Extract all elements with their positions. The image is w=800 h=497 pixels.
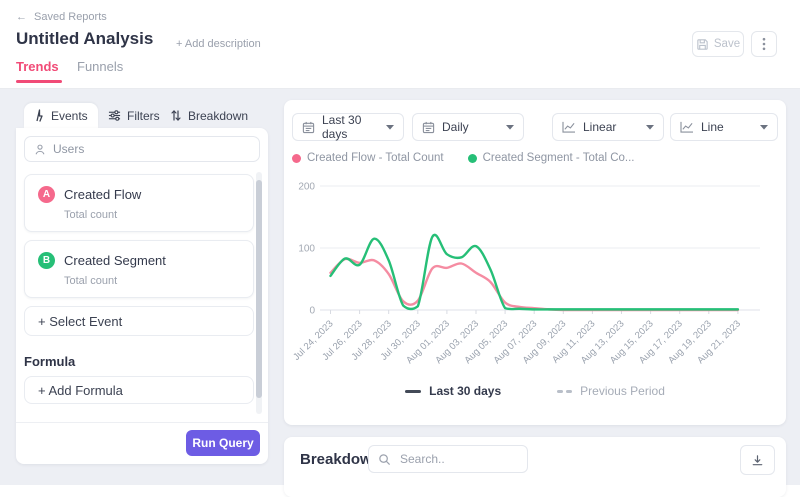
calendar-icon bbox=[302, 121, 315, 133]
more-options-button[interactable] bbox=[751, 31, 777, 57]
save-button[interactable]: Save bbox=[692, 31, 744, 57]
caret-down-icon bbox=[760, 124, 768, 130]
tab-trends[interactable]: Trends bbox=[16, 59, 59, 74]
solid-line-swatch bbox=[405, 389, 422, 393]
trends-chart-card: Last 30 days Daily Linear Line Created F… bbox=[284, 100, 786, 425]
query-tab-breakdown[interactable]: Breakdown bbox=[160, 103, 258, 128]
caret-down-icon bbox=[646, 124, 654, 130]
save-button-label: Save bbox=[713, 38, 741, 50]
header-divider bbox=[0, 88, 800, 89]
date-range-value: Last 30 days bbox=[322, 113, 362, 141]
query-tab-events-label: Events bbox=[51, 108, 88, 123]
query-tab-breakdown-label: Breakdown bbox=[188, 108, 249, 123]
series-legend: Created Flow - Total Count Created Segme… bbox=[292, 152, 635, 164]
granularity-value: Daily bbox=[442, 120, 469, 134]
query-tab-events[interactable]: Events bbox=[24, 103, 98, 128]
calendar-icon bbox=[422, 121, 435, 133]
dashed-line-swatch bbox=[557, 389, 573, 393]
query-tab-filters-label: Filters bbox=[127, 108, 160, 123]
event-card-b[interactable]: B Created Segment Total count bbox=[24, 240, 254, 298]
event-card-a[interactable]: A Created Flow Total count bbox=[24, 174, 254, 232]
formula-heading: Formula bbox=[24, 354, 76, 369]
breakdown-title: Breakdown bbox=[300, 451, 381, 468]
breakdown-search-input[interactable] bbox=[398, 451, 512, 467]
period-legend: Last 30 days Previous Period bbox=[284, 384, 786, 398]
period-legend-current[interactable]: Last 30 days bbox=[405, 384, 501, 398]
period-legend-previous-label: Previous Period bbox=[580, 384, 665, 398]
event-metric-a[interactable]: Total count bbox=[64, 209, 118, 221]
series-legend-item[interactable]: Created Segment - Total Co... bbox=[467, 152, 635, 164]
legend-dot bbox=[292, 153, 301, 163]
svg-text:200: 200 bbox=[298, 182, 315, 193]
period-legend-previous[interactable]: Previous Period bbox=[557, 384, 665, 398]
query-tab-filters[interactable]: Filters bbox=[98, 103, 170, 128]
page-title: Untitled Analysis bbox=[16, 29, 154, 48]
active-tab-underline bbox=[16, 80, 62, 83]
event-name-b: Created Segment bbox=[64, 253, 166, 268]
breakdown-search[interactable] bbox=[368, 445, 528, 473]
sort-arrows-icon bbox=[171, 110, 181, 121]
legend-label: Created Segment - Total Co... bbox=[482, 152, 635, 164]
download-icon bbox=[752, 454, 763, 465]
scale-dropdown[interactable]: Linear bbox=[552, 113, 664, 141]
back-link-label: Saved Reports bbox=[34, 11, 107, 23]
line-chart-icon bbox=[562, 121, 575, 133]
scale-value: Linear bbox=[583, 120, 617, 134]
arrow-left-icon: ← bbox=[16, 11, 27, 23]
event-badge-b: B bbox=[38, 252, 55, 269]
panel-divider bbox=[16, 422, 268, 423]
event-badge-a: A bbox=[38, 186, 55, 203]
search-icon bbox=[379, 453, 391, 465]
activity-icon bbox=[36, 109, 43, 122]
line-chart-icon bbox=[680, 121, 693, 133]
add-formula-button[interactable]: + Add Formula bbox=[24, 376, 254, 404]
add-description-button[interactable]: + Add description bbox=[176, 38, 261, 50]
scrollbar-thumb[interactable] bbox=[256, 180, 262, 398]
legend-label: Created Flow - Total Count bbox=[307, 152, 444, 164]
users-selector[interactable]: Users bbox=[24, 136, 260, 162]
caret-down-icon bbox=[506, 124, 514, 130]
sliders-icon bbox=[108, 110, 121, 121]
floppy-disk-icon bbox=[697, 38, 708, 50]
caret-down-icon bbox=[386, 124, 394, 130]
granularity-dropdown[interactable]: Daily bbox=[412, 113, 524, 141]
event-metric-b[interactable]: Total count bbox=[64, 275, 118, 287]
back-link[interactable]: ← Saved Reports bbox=[16, 11, 107, 23]
download-button[interactable] bbox=[740, 445, 775, 475]
kebab-icon bbox=[762, 37, 766, 51]
svg-text:0: 0 bbox=[309, 306, 315, 317]
tab-funnels[interactable]: Funnels bbox=[77, 59, 124, 74]
select-event-button[interactable]: + Select Event bbox=[24, 306, 254, 336]
person-icon bbox=[35, 144, 45, 155]
run-query-button[interactable]: Run Query bbox=[186, 430, 260, 456]
period-legend-current-label: Last 30 days bbox=[429, 384, 502, 398]
breakdown-section: Breakdown bbox=[284, 437, 786, 497]
legend-dot bbox=[467, 153, 477, 163]
chart-type-dropdown[interactable]: Line bbox=[670, 113, 778, 141]
chart-type-value: Line bbox=[701, 120, 724, 134]
svg-text:100: 100 bbox=[298, 244, 315, 255]
date-range-dropdown[interactable]: Last 30 days bbox=[292, 113, 404, 141]
series-legend-item[interactable]: Created Flow - Total Count bbox=[292, 152, 444, 164]
event-name-a: Created Flow bbox=[64, 187, 142, 202]
query-builder-panel: Users A Created Flow Total count B Creat… bbox=[16, 128, 268, 464]
users-selector-label: Users bbox=[53, 142, 85, 156]
